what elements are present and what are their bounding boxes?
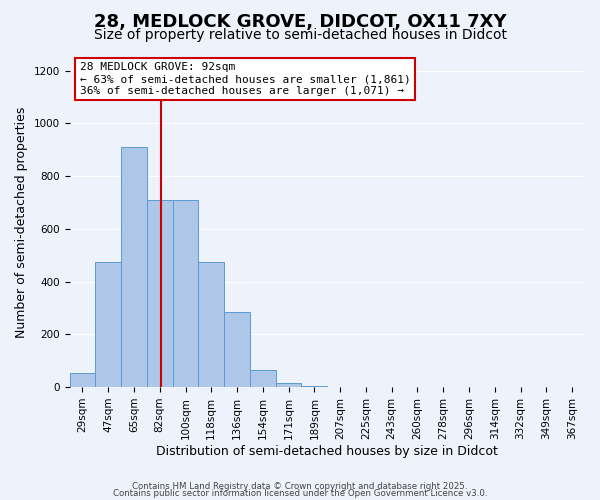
Bar — [224, 312, 250, 387]
Text: Contains HM Land Registry data © Crown copyright and database right 2025.: Contains HM Land Registry data © Crown c… — [132, 482, 468, 491]
Bar — [95, 262, 121, 387]
Bar — [70, 372, 95, 387]
Text: Contains public sector information licensed under the Open Government Licence v3: Contains public sector information licen… — [113, 490, 487, 498]
Bar — [199, 262, 224, 387]
Bar — [250, 370, 276, 387]
Text: 28, MEDLOCK GROVE, DIDCOT, OX11 7XY: 28, MEDLOCK GROVE, DIDCOT, OX11 7XY — [94, 12, 506, 30]
Bar — [276, 383, 301, 387]
Text: 28 MEDLOCK GROVE: 92sqm
← 63% of semi-detached houses are smaller (1,861)
36% of: 28 MEDLOCK GROVE: 92sqm ← 63% of semi-de… — [80, 62, 410, 96]
Bar — [301, 386, 327, 387]
X-axis label: Distribution of semi-detached houses by size in Didcot: Distribution of semi-detached houses by … — [157, 444, 498, 458]
Bar — [121, 147, 147, 387]
Bar — [147, 200, 173, 387]
Text: Size of property relative to semi-detached houses in Didcot: Size of property relative to semi-detach… — [94, 28, 506, 42]
Bar — [173, 200, 199, 387]
Y-axis label: Number of semi-detached properties: Number of semi-detached properties — [15, 106, 28, 338]
